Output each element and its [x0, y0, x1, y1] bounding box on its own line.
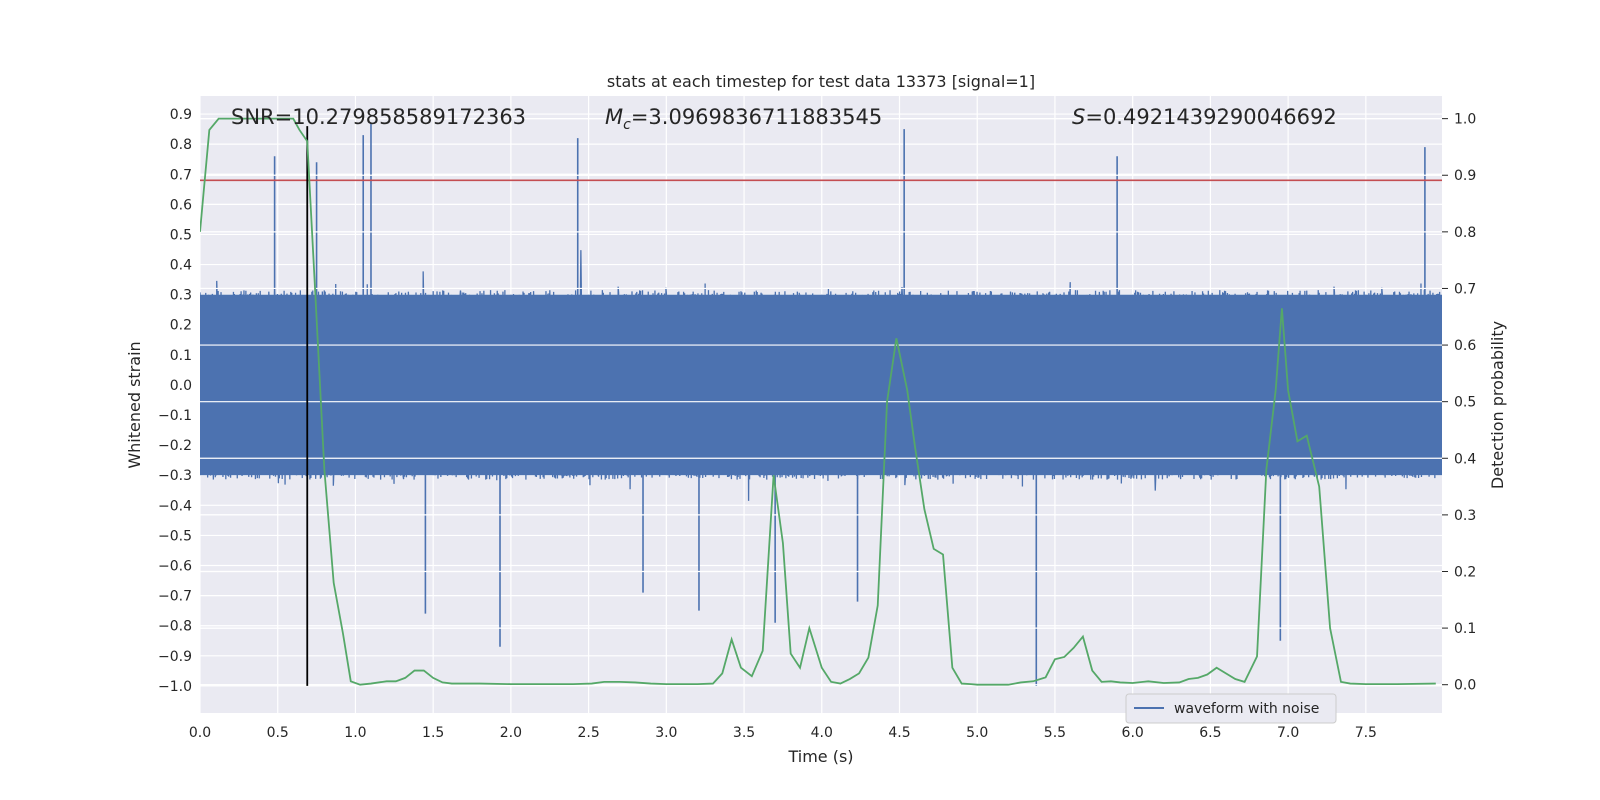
snr-annotation: SNR=10.279858589172363: [231, 105, 526, 129]
chart-title: stats at each timestep for test data 133…: [607, 72, 1035, 91]
x-tick-label: 4.5: [888, 725, 910, 741]
left-tick-label: 0.6: [170, 197, 192, 213]
chirp-mass-value: =3.0969836711883545: [631, 105, 882, 129]
right-axis-ticks: 1.0 0.9 0.8 0.7 0.6 0.5 0.4 0.3 0.2 0.1 0.0: [1442, 112, 1476, 694]
x-tick-label: 2.0: [500, 725, 522, 741]
left-tick-label: −0.5: [158, 528, 192, 544]
x-tick-label: 5.0: [966, 725, 988, 741]
x-tick-label: 6.5: [1199, 725, 1221, 741]
waveform-with-noise-series: [200, 118, 1442, 686]
left-tick-label: 0.0: [170, 378, 192, 394]
legend: waveform with noise: [1125, 693, 1337, 724]
left-axis-ticks: 0.9 0.8 0.7 0.6 0.5 0.4 0.3 0.2 0.1 0.0 −0.1 −0.2 −0…: [158, 107, 192, 695]
s-symbol: S: [1072, 105, 1085, 129]
left-tick-label: 0.4: [170, 258, 192, 274]
right-tick-label: 0.6: [1454, 338, 1476, 354]
chirp-mass-subscript: c: [623, 117, 631, 133]
left-tick-label: 0.3: [170, 288, 192, 304]
x-axis-label: Time (s): [787, 747, 853, 766]
right-tick-label: 0.4: [1454, 451, 1476, 467]
x-tick-label: 0.0: [189, 725, 211, 741]
left-tick-label: −0.6: [158, 559, 192, 575]
x-tick-label: 5.5: [1044, 725, 1066, 741]
left-tick-label: 0.2: [170, 318, 192, 334]
x-tick-label: 1.5: [422, 725, 444, 741]
s-annotation: S=0.4921439290046692: [1072, 105, 1337, 129]
right-axis-label: Detection probability: [1488, 321, 1507, 489]
left-tick-label: −0.7: [158, 589, 192, 605]
right-tick-label: 0.0: [1454, 678, 1476, 694]
left-tick-label: −1.0: [158, 679, 192, 695]
left-tick-label: 0.8: [170, 137, 192, 153]
x-tick-label: 7.5: [1355, 725, 1377, 741]
left-tick-label: −0.1: [158, 408, 192, 424]
right-tick-label: 0.2: [1454, 564, 1476, 580]
left-axis-label: Whitened strain: [125, 341, 144, 468]
x-tick-label: 4.0: [811, 725, 833, 741]
x-tick-label: 1.0: [344, 725, 366, 741]
left-tick-label: −0.3: [158, 468, 192, 484]
s-value: =0.4921439290046692: [1085, 105, 1336, 129]
left-tick-label: −0.4: [158, 498, 192, 514]
left-tick-label: 0.1: [170, 348, 192, 364]
x-tick-label: 6.0: [1122, 725, 1144, 741]
right-tick-label: 0.1: [1454, 621, 1476, 637]
x-tick-label: 2.5: [577, 725, 599, 741]
x-axis-ticks: 0.0 0.5 1.0 1.5 2.0 2.5 3.0 3.5 4.0 4.5 5.0 5.5 6.0 6…: [189, 725, 1377, 741]
left-tick-label: −0.9: [158, 649, 192, 665]
left-tick-label: −0.8: [158, 619, 192, 635]
right-tick-label: 0.9: [1454, 168, 1476, 184]
x-tick-label: 3.0: [655, 725, 677, 741]
legend-label: waveform with noise: [1174, 701, 1319, 717]
legend-box: [1125, 693, 1337, 724]
x-tick-label: 7.0: [1277, 725, 1299, 741]
right-tick-label: 0.7: [1454, 281, 1476, 297]
x-tick-label: 0.5: [267, 725, 289, 741]
left-tick-label: 0.5: [170, 227, 192, 243]
right-tick-label: 0.3: [1454, 508, 1476, 524]
right-tick-label: 0.8: [1454, 225, 1476, 241]
left-tick-label: 0.7: [170, 167, 192, 183]
detection-probability-line: [200, 117, 1436, 686]
chirp-mass-symbol: M: [605, 105, 623, 129]
left-tick-label: −0.2: [158, 438, 192, 454]
x-tick-label: 3.5: [733, 725, 755, 741]
waveform-core-band: [200, 294, 1442, 476]
right-tick-label: 1.0: [1454, 112, 1476, 128]
right-tick-label: 0.5: [1454, 395, 1476, 411]
left-tick-label: 0.9: [170, 107, 192, 123]
chirp-mass-annotation: Mc=3.0969836711883545: [605, 105, 882, 133]
